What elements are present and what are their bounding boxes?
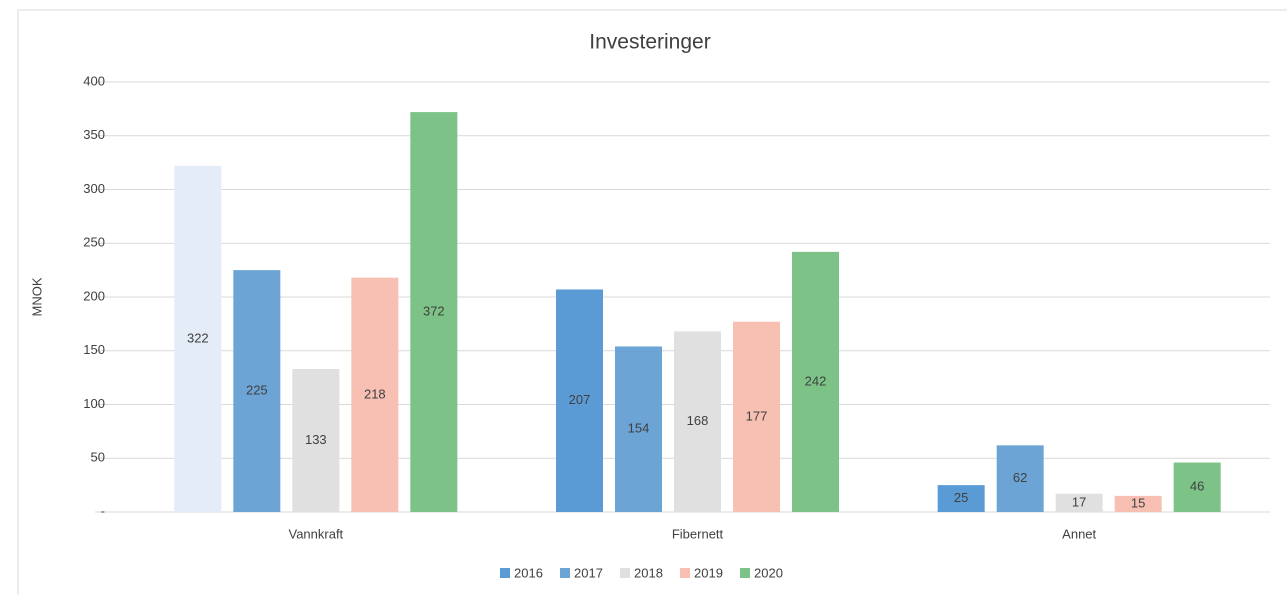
- chart-title: Investeringer: [589, 31, 710, 54]
- legend-swatch: [680, 568, 690, 578]
- bar: [351, 277, 399, 512]
- value-label: 207: [569, 392, 591, 407]
- y-tick-label: -: [101, 503, 105, 518]
- y-tick-label: 200: [83, 288, 105, 303]
- legend-swatch: [560, 568, 570, 578]
- legend-label: 2019: [694, 565, 723, 580]
- value-label: 225: [246, 383, 268, 398]
- y-tick-label: 300: [83, 181, 105, 196]
- legend-label: 2018: [634, 565, 663, 580]
- y-tick-label: 150: [83, 342, 105, 357]
- y-tick-label: 50: [91, 450, 105, 465]
- legend-swatch: [620, 568, 630, 578]
- bar: [615, 346, 662, 512]
- bar: [1173, 462, 1221, 512]
- bar: [1055, 493, 1103, 512]
- value-label: 242: [805, 373, 827, 388]
- legend-label: 2016: [514, 565, 543, 580]
- bar: [292, 369, 340, 512]
- legend-label: 2020: [754, 565, 783, 580]
- value-label: 154: [628, 421, 650, 436]
- legend-swatch: [740, 568, 750, 578]
- bar: [996, 445, 1044, 512]
- value-label: 46: [1190, 479, 1204, 494]
- bar: [174, 165, 222, 512]
- value-label: 372: [423, 303, 445, 318]
- legend-swatch: [500, 568, 510, 578]
- y-tick-label: 100: [83, 396, 105, 411]
- bar: [1114, 495, 1162, 512]
- bar: [410, 112, 458, 512]
- legend-label: 2017: [574, 565, 603, 580]
- y-tick-label: 400: [83, 73, 105, 88]
- bar: [733, 321, 780, 512]
- x-tick-label: Annet: [1062, 526, 1096, 541]
- y-tick-label: 350: [83, 127, 105, 142]
- bar: [792, 251, 839, 512]
- y-axis-label: MNOK: [29, 277, 44, 316]
- bar: [556, 289, 603, 512]
- value-label: 15: [1131, 495, 1145, 510]
- value-label: 168: [687, 413, 709, 428]
- value-label: 25: [954, 490, 968, 505]
- value-label: 17: [1072, 494, 1086, 509]
- value-label: 177: [746, 408, 768, 423]
- bar: [937, 485, 985, 512]
- bar: [674, 331, 721, 512]
- value-label: 218: [364, 386, 386, 401]
- x-tick-label: Fibernett: [672, 526, 724, 541]
- y-tick-label: 250: [83, 235, 105, 250]
- bar: [233, 270, 281, 512]
- value-label: 322: [187, 330, 209, 345]
- value-label: 62: [1013, 470, 1027, 485]
- x-tick-label: Vannkraft: [288, 526, 343, 541]
- value-label: 133: [305, 432, 327, 447]
